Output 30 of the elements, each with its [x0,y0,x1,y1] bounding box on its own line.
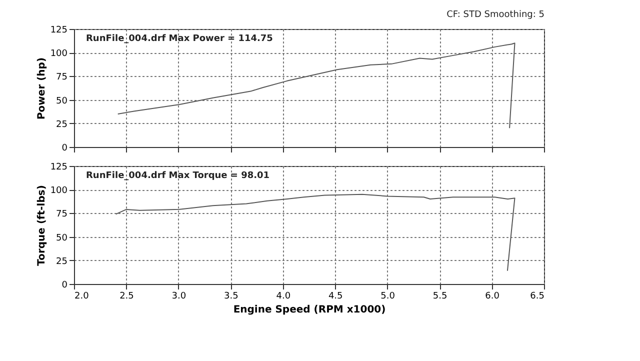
y-tick-label: 100 [50,186,68,196]
x-tick-label: 2.0 [74,292,90,302]
x-tick-label: 5.0 [380,292,396,302]
x-tick-label: 4.0 [276,292,291,302]
x-tick-label: 6.5 [530,292,544,302]
x-tick-label: 3.0 [172,292,186,302]
x-tick-label: 2.5 [120,292,134,302]
line-series [117,42,516,129]
y-tick-label: 50 [56,233,68,244]
y-tick-label: 75 [56,210,68,220]
line-series [115,194,516,272]
y-tick-label: 125 [50,162,68,172]
annotation: RunFile_004.drf Max Power = 114.75 [86,34,273,44]
y-tick-label: 125 [50,26,68,36]
text: CF: STD Smoothing: 5 [446,10,544,20]
annotation: RunFile_004.drf Max Torque = 98.01 [86,171,270,181]
y-tick-label: 75 [56,72,68,83]
y-tick-label: 0 [62,280,68,290]
y-tick-label: 25 [56,120,68,130]
x-tick-label: 5.5 [432,292,448,302]
y-axis-title: Torque (ft-lbs) [36,185,48,266]
y-tick-label: 100 [50,49,68,60]
y-tick-label: 0 [62,144,68,154]
y-axis-title: Power (hp) [36,57,48,120]
y-tick-label: 25 [56,256,68,267]
x-tick-label: 6.0 [485,292,500,302]
y-tick-label: 50 [56,96,68,106]
x-tick-label: 4.5 [328,292,343,302]
x-axis-title: Engine Speed (RPM x1000) [233,304,386,316]
x-tick-label: 3.5 [224,292,238,302]
